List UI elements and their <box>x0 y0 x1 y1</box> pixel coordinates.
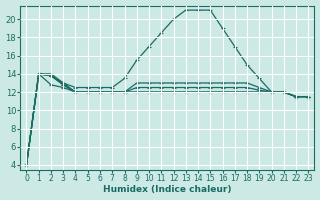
X-axis label: Humidex (Indice chaleur): Humidex (Indice chaleur) <box>103 185 232 194</box>
